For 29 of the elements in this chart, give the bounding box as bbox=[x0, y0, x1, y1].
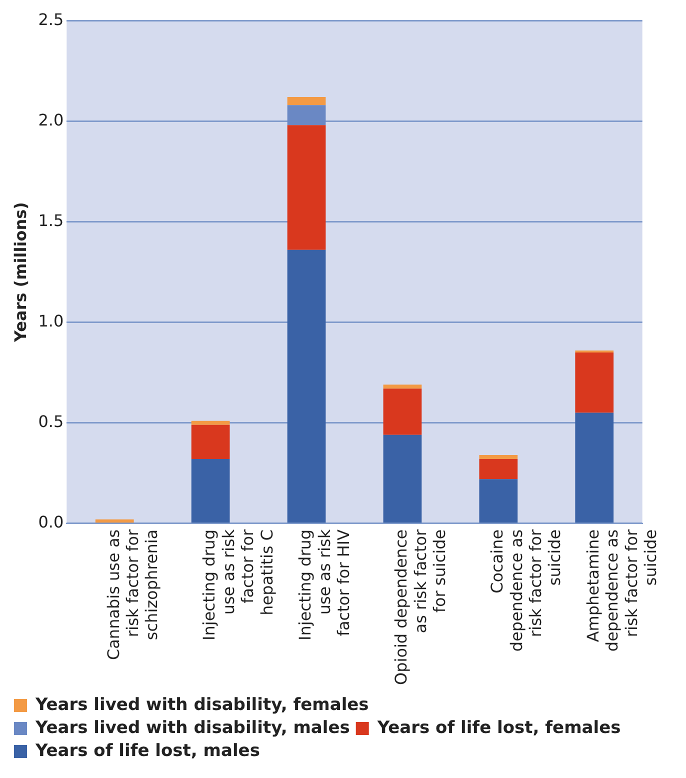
y-axis-title: Years (millions) bbox=[10, 202, 30, 343]
x-tick-label: Cocaine dependence as risk factor for suicide bbox=[488, 528, 564, 652]
y-tick-label: 0.0 bbox=[38, 512, 64, 532]
bar bbox=[95, 519, 134, 523]
bar bbox=[479, 455, 518, 460]
y-tick-label: 0.5 bbox=[38, 412, 64, 431]
bar bbox=[287, 250, 326, 523]
legend-label: Years of life lost, males bbox=[34, 740, 260, 761]
legend-label: Years lived with disability, females bbox=[34, 694, 369, 715]
bar bbox=[383, 434, 422, 523]
bar bbox=[575, 412, 614, 523]
x-tick-label: Cannabis use as risk factor for schizophrenia bbox=[104, 528, 162, 660]
bar bbox=[479, 479, 518, 523]
bar bbox=[191, 424, 230, 460]
bar bbox=[383, 388, 422, 435]
bar bbox=[575, 352, 614, 413]
bar bbox=[287, 105, 326, 126]
legend-label: Years of life lost, females bbox=[376, 718, 621, 738]
bar bbox=[287, 125, 326, 250]
bar bbox=[191, 420, 230, 425]
bar bbox=[479, 459, 518, 480]
y-tick-label: 1.0 bbox=[38, 311, 64, 330]
bar bbox=[191, 459, 230, 523]
y-tick-label: 1.5 bbox=[38, 210, 64, 230]
y-tick-label: 2.5 bbox=[38, 10, 64, 29]
bar bbox=[287, 97, 326, 106]
legend-label: Years lived with disability, males bbox=[34, 718, 350, 738]
bar bbox=[383, 384, 422, 389]
y-tick-label: 2.0 bbox=[38, 110, 64, 130]
